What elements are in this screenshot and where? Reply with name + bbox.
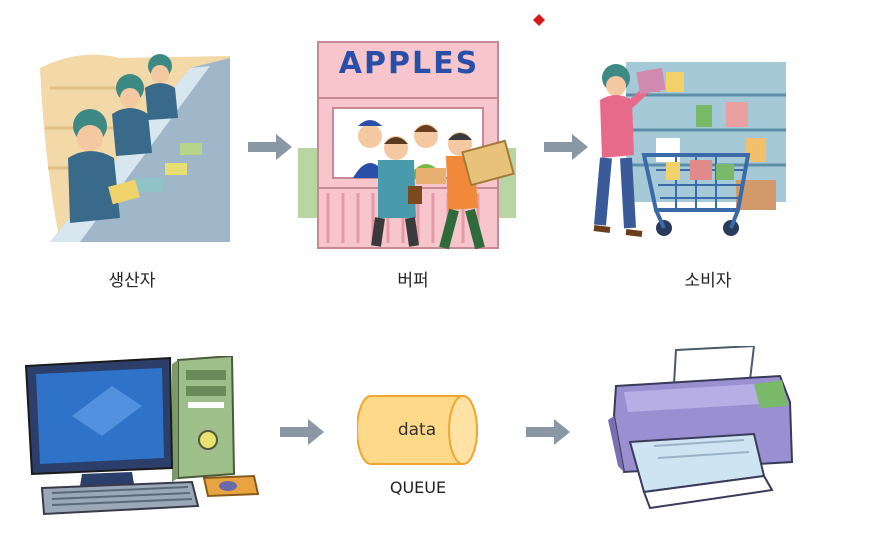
right-arrow-icon — [544, 134, 588, 160]
store-sign: APPLES — [338, 46, 480, 81]
desktop-computer-illustration — [24, 356, 260, 516]
apple-stand-illustration: APPLES — [298, 38, 528, 258]
buffer-caption: 버퍼 — [397, 271, 429, 291]
red-dot-marker — [533, 14, 545, 26]
printer-illustration — [608, 346, 794, 510]
queue-container: data — [357, 394, 479, 466]
shopper-cart-illustration — [593, 62, 786, 237]
queue-text: data — [397, 420, 437, 440]
right-arrow-icon — [526, 419, 570, 445]
factory-workers-illustration — [40, 54, 230, 242]
right-arrow-icon — [248, 134, 292, 160]
producer-caption: 생산자 — [108, 271, 156, 291]
consumer-caption: 소비자 — [684, 271, 732, 291]
queue-caption: QUEUE — [389, 478, 447, 497]
right-arrow-icon — [280, 419, 324, 445]
